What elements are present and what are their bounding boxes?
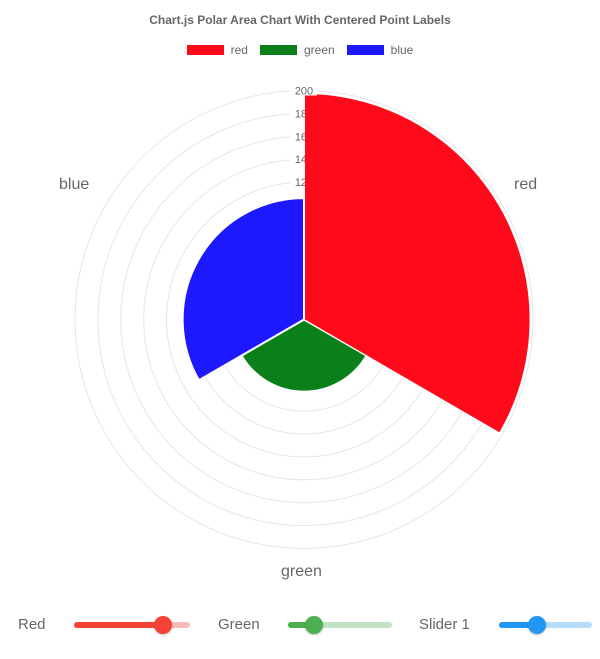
slider-thumb[interactable] (528, 616, 547, 634)
green-slider-label: Green (218, 616, 260, 633)
slider-track[interactable] (288, 622, 392, 628)
polar-area-chart: 120140160180200200 (74, 84, 534, 549)
slider-thumb[interactable] (154, 616, 173, 634)
legend-item-blue[interactable]: blue (346, 43, 414, 57)
legend-label: blue (390, 43, 414, 57)
legend: red green blue (0, 43, 600, 57)
legend-swatch-green (259, 45, 297, 55)
point-label-blue: blue (59, 176, 90, 193)
legend-swatch-blue (346, 45, 384, 55)
controls-bar: Red Green Slider 1 (0, 612, 600, 640)
slider-fill (74, 622, 164, 628)
green-slider[interactable] (288, 616, 392, 634)
legend-label: green (303, 43, 335, 57)
slider-1[interactable] (499, 616, 592, 634)
slider-fill (288, 622, 314, 628)
point-label-green: green (281, 563, 322, 580)
chart-title: Chart.js Polar Area Chart With Centered … (149, 13, 451, 27)
arc-blue[interactable] (181, 197, 305, 382)
red-slider-label: Red (18, 616, 46, 633)
legend-item-green[interactable]: green (259, 43, 335, 57)
point-label-red: red (514, 176, 538, 193)
slider-fill (499, 622, 538, 628)
slider-1-label: Slider 1 (419, 616, 470, 633)
red-slider[interactable] (74, 616, 190, 634)
legend-label: red (230, 43, 248, 57)
arc-red-overlay (305, 93, 530, 433)
legend-item-red[interactable]: red (186, 43, 248, 57)
legend-swatch-red (186, 45, 224, 55)
tick-label-backdrop (291, 84, 317, 96)
slider-thumb[interactable] (305, 616, 323, 634)
tick-label-max: 200 (295, 86, 313, 98)
